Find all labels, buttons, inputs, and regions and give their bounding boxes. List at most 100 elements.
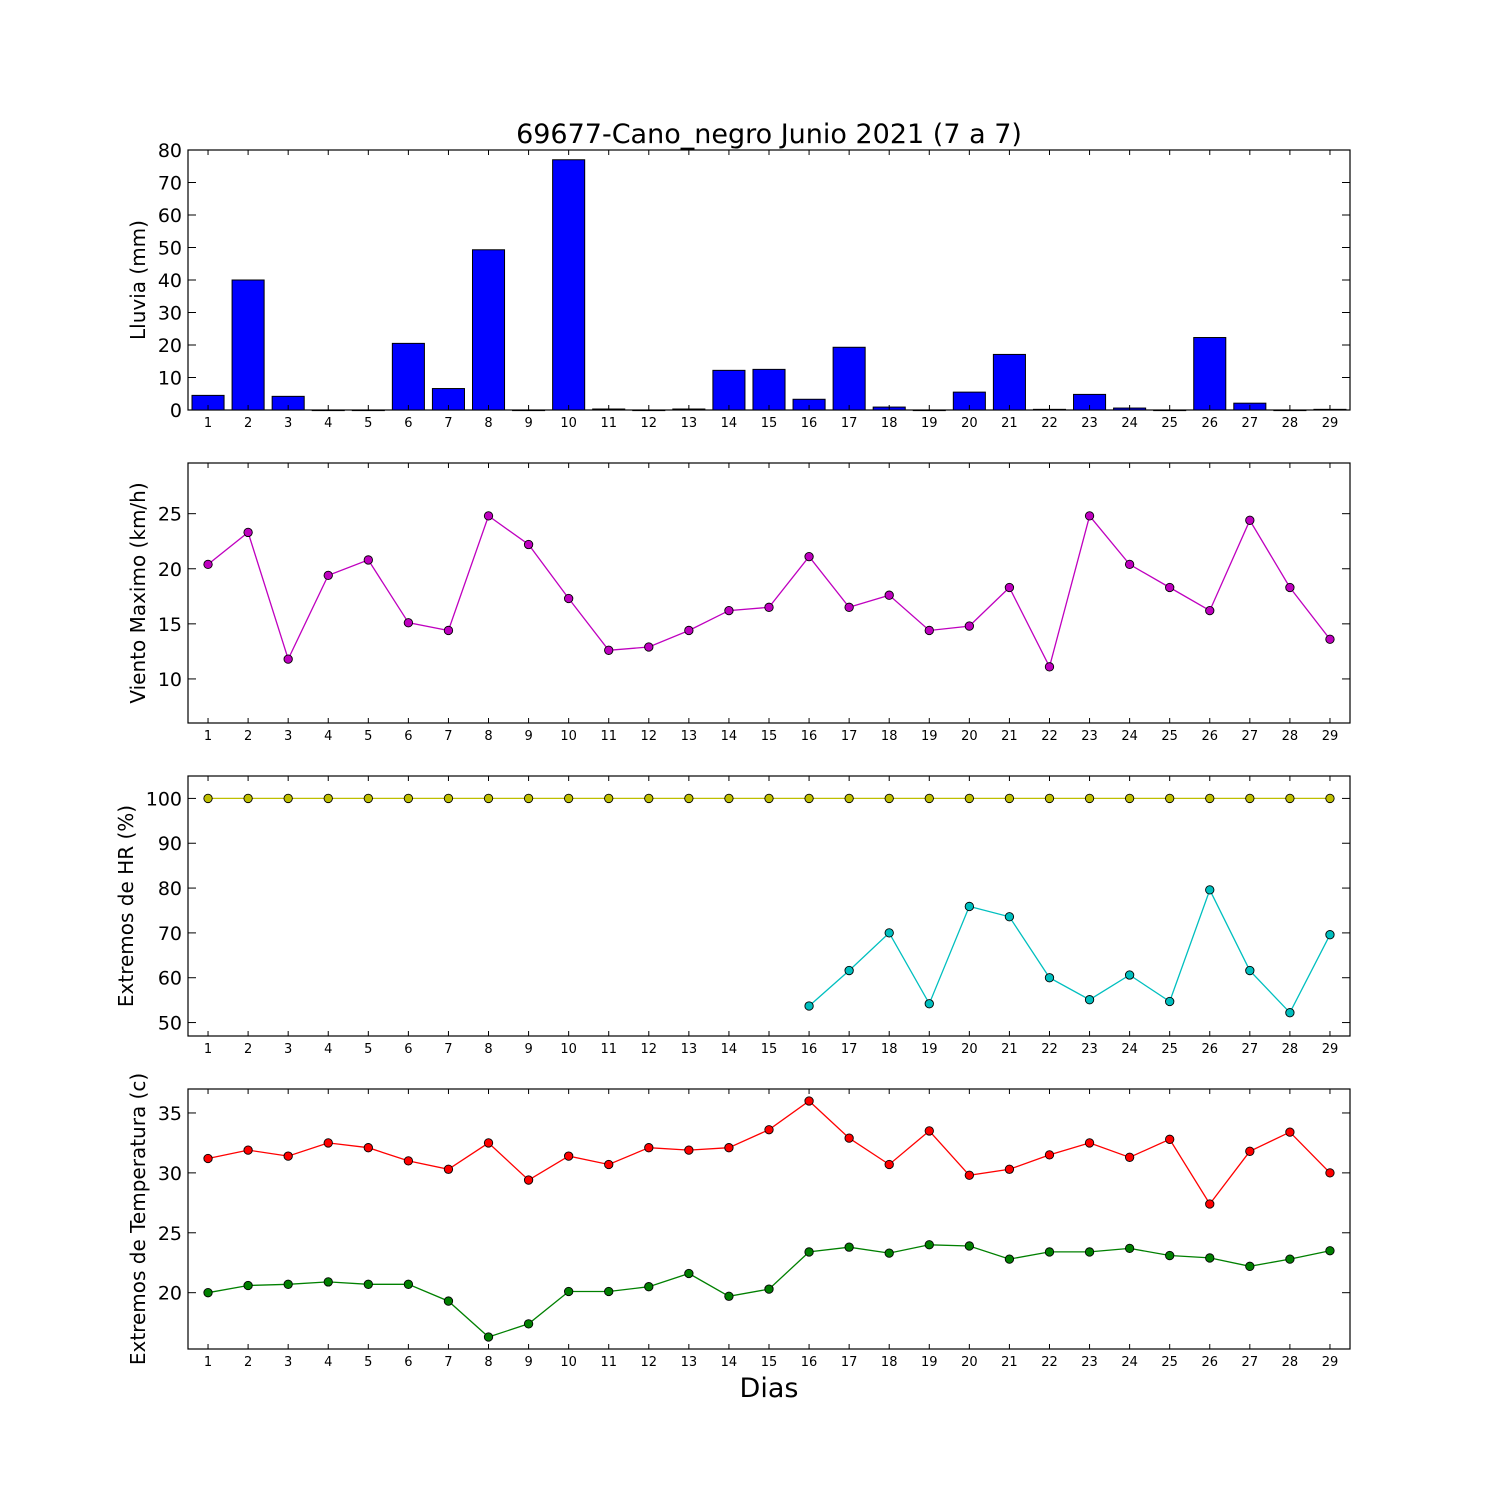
x-tick-label: 21 [1001, 1042, 1018, 1057]
x-tick-label: 7 [444, 416, 452, 431]
hr-max-marker [924, 793, 934, 804]
x-tick-label: 3 [284, 1042, 292, 1057]
x-tick-label: 2 [244, 729, 252, 744]
x-tick-label: 27 [1242, 1355, 1259, 1370]
x-tick-label: 26 [1201, 416, 1218, 431]
x-tick-label: 19 [921, 1355, 938, 1370]
y-tick-label: 0 [170, 400, 182, 422]
wind-marker [283, 654, 293, 664]
x-tick-label: 27 [1242, 729, 1259, 744]
x-tick-label: 7 [444, 729, 452, 744]
x-tick-label: 10 [560, 1355, 577, 1370]
x-tick-label: 24 [1121, 729, 1138, 744]
rain-bar [752, 368, 786, 411]
temp-min-marker [684, 1268, 694, 1279]
temp-min-marker [1124, 1243, 1135, 1254]
y-tick-label: 70 [158, 173, 182, 195]
x-tick-label: 25 [1161, 1042, 1178, 1057]
x-tick-label: 25 [1161, 729, 1178, 744]
y-tick-label: 20 [158, 335, 182, 357]
plot-frame [187, 462, 1351, 724]
hr-max-marker [1325, 793, 1335, 804]
wind-marker [363, 555, 373, 565]
temp-min-marker [283, 1279, 293, 1289]
temp-min-marker [644, 1282, 654, 1292]
x-tick-label: 14 [721, 729, 738, 744]
y-tick-label: 70 [158, 923, 182, 945]
plot-frame [187, 149, 1351, 411]
x-tick-label: 16 [801, 729, 818, 744]
temp-max-marker [323, 1138, 333, 1148]
x-tick-label: 15 [761, 1355, 778, 1370]
hr-min-marker [1205, 885, 1215, 895]
x-tick-label: 23 [1081, 729, 1098, 744]
temp-max-marker [243, 1145, 253, 1155]
temp-max-marker [483, 1138, 494, 1148]
x-tick-label: 7 [444, 1042, 452, 1057]
x-tick-label: 13 [681, 729, 698, 744]
temp-min-marker [243, 1280, 253, 1291]
x-tick-label: 3 [284, 729, 292, 744]
x-tick-label: 25 [1161, 416, 1178, 431]
temp-max-marker [884, 1159, 894, 1170]
rain-bar [471, 249, 506, 411]
x-tick-label: 15 [761, 729, 778, 744]
x-tick-label: 6 [404, 729, 412, 744]
x-tick-label: 19 [921, 416, 938, 431]
x-tick-label: 2 [244, 1355, 252, 1370]
temp-max-marker [1044, 1150, 1055, 1160]
rain-bar [1153, 409, 1187, 412]
x-tick-label: 13 [681, 1355, 698, 1370]
wind-marker [804, 551, 814, 562]
y-axis-label: Lluvia (mm) [126, 220, 150, 340]
wind-marker [403, 618, 414, 628]
hr-max-marker [203, 793, 213, 804]
y-tick-label: 60 [158, 205, 182, 227]
hr-max-marker [283, 793, 293, 804]
wind-marker [443, 625, 454, 636]
wind-marker [1325, 634, 1335, 644]
hr-min-marker [804, 1001, 814, 1011]
x-tick-label: 26 [1201, 1042, 1218, 1057]
temp-max-marker [1245, 1146, 1255, 1156]
x-tick-label: 9 [524, 1042, 532, 1057]
hr-min-marker [1245, 965, 1255, 976]
rain-bar [1193, 337, 1227, 411]
chart-title: 69677-Cano_negro Junio 2021 (7 a 7) [516, 119, 1022, 150]
x-tick-label: 19 [921, 729, 938, 744]
temp-min-marker [844, 1242, 854, 1252]
x-tick-label: 7 [444, 1355, 452, 1370]
temp-max-marker [283, 1151, 293, 1161]
hr-max-marker [1245, 793, 1255, 804]
temp-max-marker [1205, 1199, 1215, 1209]
temp-min-marker [363, 1279, 373, 1289]
hr-max-marker [1084, 793, 1095, 804]
hr-min-marker [1084, 995, 1095, 1005]
wind-marker [604, 645, 614, 655]
panel-wind: 1 2 3 4 5 6 7 8 9 10 11 12 13 14 15 16 17 18 19 20 21 22 23 24 2… [126, 462, 1351, 744]
hr-max-marker [564, 793, 574, 804]
wind-marker [203, 559, 213, 570]
wind-marker [724, 605, 734, 616]
hr-max-marker [844, 793, 854, 804]
temp-min-marker [1285, 1254, 1295, 1264]
wind-marker [844, 602, 854, 612]
hr-max-marker [483, 793, 494, 804]
x-tick-label: 9 [524, 1355, 532, 1370]
x-tick-label: 28 [1282, 1042, 1299, 1057]
rain-bar [992, 353, 1026, 411]
wind-marker [684, 625, 694, 636]
wind-marker [644, 642, 654, 652]
rain-bar [912, 409, 946, 412]
x-tick-label: 27 [1242, 1042, 1259, 1057]
y-tick-label: 25 [158, 504, 182, 526]
wind-marker [483, 511, 494, 521]
x-tick-label: 12 [641, 1355, 658, 1370]
rain-bar [391, 342, 425, 411]
x-tick-label: 2 [244, 1042, 252, 1057]
temp-max-marker [844, 1133, 854, 1143]
x-tick-label: 18 [881, 1355, 898, 1370]
y-axis-label: Viento Maximo (km/h) [126, 482, 150, 703]
x-tick-label: 11 [600, 416, 617, 431]
x-tick-label: 28 [1282, 729, 1299, 744]
